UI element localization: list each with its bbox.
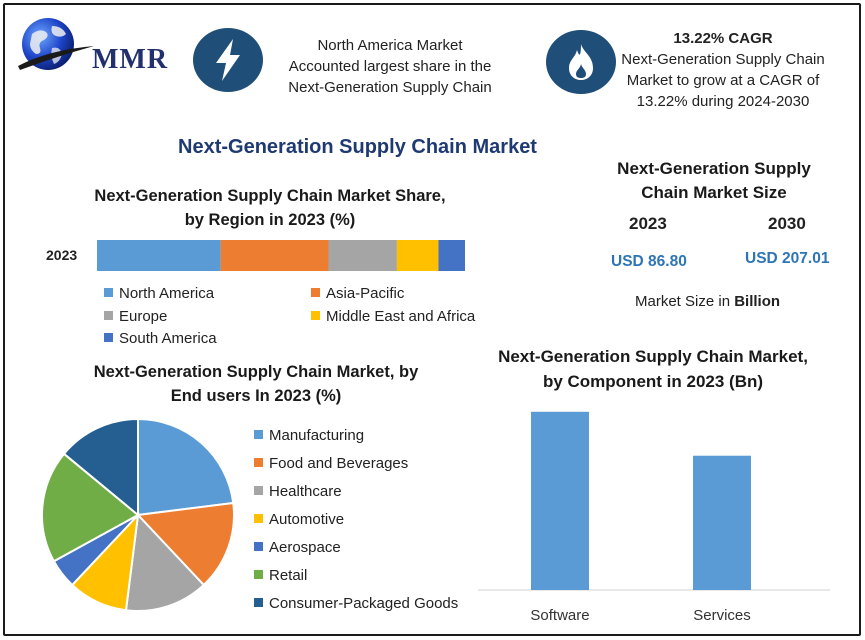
region-legend-item: Europe bbox=[104, 308, 167, 325]
legend-swatch bbox=[254, 514, 263, 523]
component-chart-title-text: Next-Generation Supply Chain Market, by C… bbox=[498, 347, 808, 391]
region-chart-title: Next-Generation Supply Chain Market Shar… bbox=[70, 184, 470, 232]
end-users-chart-title: Next-Generation Supply Chain Market, by E… bbox=[66, 360, 446, 408]
end-users-chart-title-text: Next-Generation Supply Chain Market, by E… bbox=[93, 363, 419, 405]
legend-swatch bbox=[311, 288, 320, 297]
legend-label: Food and Beverages bbox=[269, 455, 409, 472]
highlight-lightning-badge bbox=[193, 28, 263, 92]
region-bar-category-label: 2023 bbox=[46, 247, 78, 263]
highlight-1-line: North America Market bbox=[317, 37, 463, 54]
legend-swatch bbox=[311, 311, 320, 320]
component-chart-title: Next-Generation Supply Chain Market, by C… bbox=[478, 344, 828, 394]
component-bar-chart: Software Services bbox=[478, 411, 830, 624]
component-bar-services bbox=[693, 455, 751, 590]
lightning-icon bbox=[216, 39, 240, 81]
legend-label: Middle East and Africa bbox=[326, 308, 476, 325]
pie-slice-food-and-beverages bbox=[135, 501, 235, 587]
market-size-value-2023: USD 86.80 bbox=[611, 253, 687, 270]
region-bar-segment-asia-pacific bbox=[220, 240, 329, 271]
legend-swatch bbox=[104, 288, 113, 297]
mmr-logo bbox=[16, 14, 96, 78]
market-size-title-line: Next-Generation Supply bbox=[617, 159, 811, 178]
pie-slice-healthcare bbox=[124, 512, 206, 612]
highlight-1-line: Accounted largest share in the bbox=[288, 58, 492, 75]
region-bar-segment-middle-east-and-africa bbox=[396, 240, 439, 271]
pie-slice-retail bbox=[41, 452, 140, 563]
market-size-note-prefix: Market Size in bbox=[635, 293, 731, 310]
market-size-value-2030: USD 207.01 bbox=[745, 250, 830, 267]
region-bar-segment-north-america bbox=[97, 240, 221, 271]
legend-swatch bbox=[254, 430, 263, 439]
market-size-year-2030: 2030 bbox=[768, 214, 806, 233]
end-users-legend-item: Healthcare bbox=[254, 483, 342, 500]
legend-swatch bbox=[254, 598, 263, 607]
market-size-note-unit: Billion bbox=[734, 293, 781, 310]
market-size-title: Next-Generation Supply Chain Market Size bbox=[596, 157, 832, 205]
component-bar-software bbox=[531, 411, 589, 590]
legend-swatch bbox=[254, 570, 263, 579]
end-users-legend-item: Consumer-Packaged Goods bbox=[254, 595, 458, 612]
highlight-2-line: Market to grow at a CAGR of bbox=[626, 72, 820, 89]
market-size-title-line: Chain Market Size bbox=[641, 183, 787, 202]
region-chart-title-text: Next-Generation Supply Chain Market Shar… bbox=[94, 187, 446, 229]
end-users-legend-item: Food and Beverages bbox=[254, 455, 408, 472]
end-users-legend-item: Retail bbox=[254, 567, 307, 584]
legend-swatch bbox=[104, 311, 113, 320]
market-size-year-2023: 2023 bbox=[629, 214, 667, 233]
legend-swatch bbox=[254, 458, 263, 467]
legend-label: Healthcare bbox=[269, 483, 342, 500]
legend-label: North America bbox=[119, 285, 215, 302]
brand-logo-text: MMR bbox=[92, 44, 169, 75]
legend-label: Aerospace bbox=[269, 539, 341, 556]
pie-slice-consumer-packaged-goods bbox=[62, 417, 139, 518]
region-bar-segment-europe bbox=[328, 240, 397, 271]
legend-label: Retail bbox=[269, 567, 308, 584]
end-users-pie-chart bbox=[41, 417, 235, 612]
component-tick-label: Software bbox=[530, 607, 589, 624]
market-size-note: Market Size in Billion bbox=[635, 293, 780, 310]
end-users-legend-item: Automotive bbox=[254, 511, 344, 528]
highlight-2-text: 13.22% CAGR Next-Generation Supply Chain… bbox=[612, 28, 834, 112]
legend-label: Consumer-Packaged Goods bbox=[269, 595, 459, 612]
region-legend-item: Asia-Pacific bbox=[311, 285, 404, 302]
legend-label: Europe bbox=[119, 308, 168, 325]
legend-swatch bbox=[104, 333, 113, 342]
highlight-1-text: North America Market Accounted largest s… bbox=[272, 35, 508, 98]
end-users-legend-item: Manufacturing bbox=[254, 427, 364, 444]
cagr-title: 13.22% CAGR bbox=[673, 30, 773, 47]
legend-label: South America bbox=[119, 330, 217, 347]
highlight-flame-badge bbox=[546, 30, 616, 94]
legend-label: Manufacturing bbox=[269, 427, 365, 444]
globe-logo-icon bbox=[18, 18, 94, 70]
legend-label: Automotive bbox=[269, 511, 345, 528]
highlight-1-line: Next-Generation Supply Chain bbox=[288, 79, 492, 96]
end-users-legend-item: Aerospace bbox=[254, 539, 341, 556]
highlight-2-line: 13.22% during 2024-2030 bbox=[636, 93, 810, 110]
pie-slice-manufacturing bbox=[137, 417, 235, 517]
region-legend-item: North America bbox=[104, 285, 214, 302]
page-title: Next-Generation Supply Chain Market bbox=[178, 136, 537, 158]
component-tick-label: Services bbox=[693, 607, 751, 624]
legend-label: Asia-Pacific bbox=[326, 285, 405, 302]
legend-swatch bbox=[254, 542, 263, 551]
highlight-2-line: Next-Generation Supply Chain bbox=[621, 51, 825, 68]
legend-swatch bbox=[254, 486, 263, 495]
region-bar-segment-south-america bbox=[438, 240, 465, 271]
region-stacked-bar-chart bbox=[97, 240, 465, 271]
region-legend-item: Middle East and Africa bbox=[311, 308, 475, 325]
region-legend-item: South America bbox=[104, 330, 217, 347]
flame-icon bbox=[569, 44, 593, 80]
